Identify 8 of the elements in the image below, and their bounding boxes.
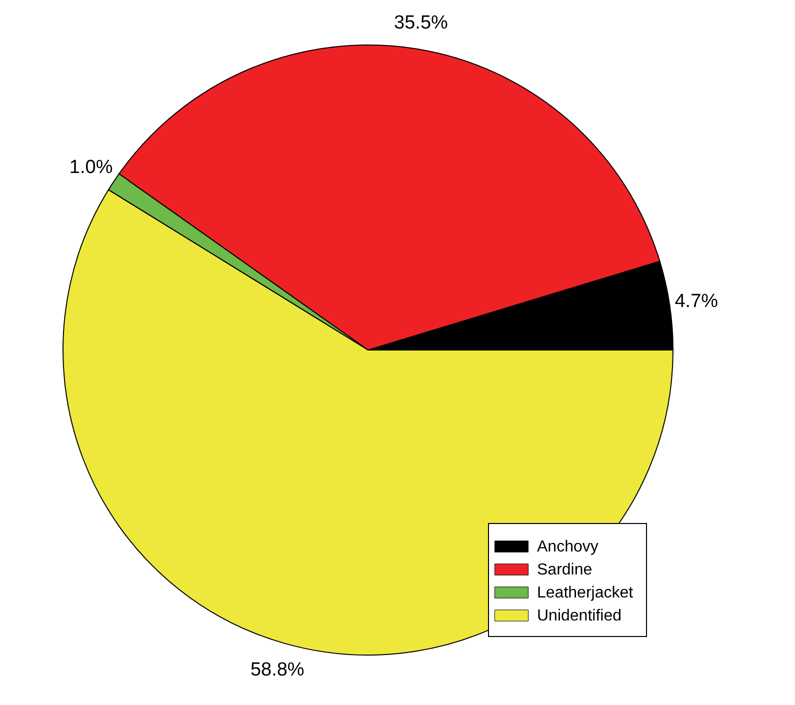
data-label: 58.8% [250, 659, 304, 680]
legend-label: Sardine [537, 562, 592, 578]
legend-label: Leatherjacket [537, 584, 634, 602]
legend-label: Anchovy [537, 538, 598, 556]
data-label: 35.5% [394, 12, 448, 34]
data-label: 4.7% [674, 291, 718, 312]
data-label: 1.0% [69, 156, 113, 178]
legend-label: Unidentified [537, 608, 622, 624]
